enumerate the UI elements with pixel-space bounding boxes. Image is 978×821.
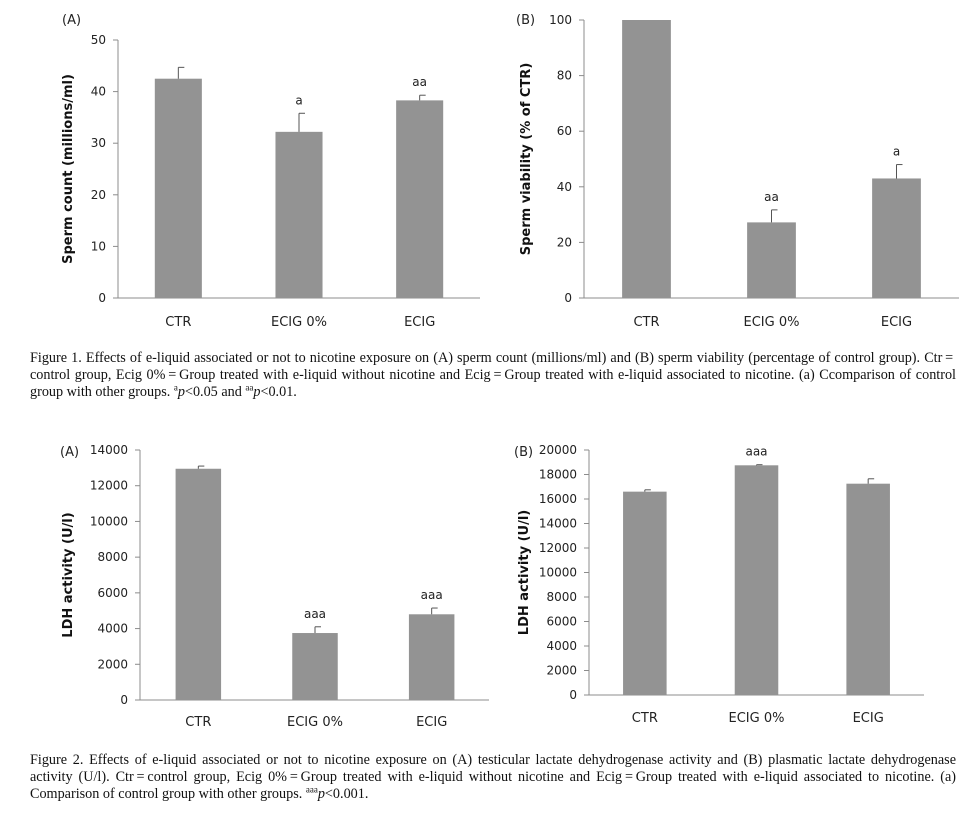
bar — [846, 483, 890, 695]
chart-fig2B: (B) LDH activity (U/l) 0 2000 4000 6000 8000 10… — [514, 443, 924, 726]
figure-1-caption-label: Figure 1. — [30, 350, 82, 366]
y-tick-label: 20 — [91, 188, 106, 202]
y-tick-label: 60 — [557, 124, 572, 138]
y-axis-title: LDH activity (U/l) — [517, 510, 532, 635]
y-tick-label: 0 — [564, 291, 572, 305]
x-category-label: ECIG 0% — [271, 315, 327, 330]
figure-1-caption-text: Effects of e-liquid associated or not to… — [30, 350, 957, 400]
significance-label: aaa — [304, 607, 326, 621]
bar — [292, 633, 338, 700]
y-tick-label: 16000 — [539, 492, 577, 506]
p-symbol: p — [177, 384, 185, 400]
chart-fig1B: (B) Sperm viability (% of CTR) 0 20 40 60 80 10… — [516, 13, 959, 330]
y-tick-label: 12000 — [539, 541, 577, 555]
x-category-label: ECIG — [404, 315, 435, 330]
panel-label: (A) — [60, 445, 79, 460]
y-tick-label: 4000 — [546, 639, 577, 653]
chart-fig1A: (A) Sperm count (millions/ml) 0 10 20 30 40 50 C… — [61, 13, 480, 330]
panel-label: (A) — [62, 13, 81, 28]
y-tick-label: 30 — [91, 136, 106, 150]
y-tick-label: 18000 — [539, 468, 577, 482]
y-tick-label: 0 — [569, 688, 577, 702]
y-tick-label: 6000 — [546, 615, 577, 629]
y-tick-label: 2000 — [97, 657, 128, 671]
bar — [872, 178, 921, 298]
threshold-text: <0.01. — [260, 384, 297, 400]
figure-2-caption-label: Figure 2. — [30, 752, 84, 768]
bar — [734, 465, 779, 695]
significance-label: aaa — [745, 445, 767, 459]
y-tick-label: 0 — [120, 693, 128, 707]
x-category-label: ECIG — [416, 715, 447, 730]
y-tick-label: 10000 — [90, 514, 128, 528]
p-symbol: p — [317, 786, 325, 802]
threshold-text: <0.001. — [324, 786, 369, 802]
y-tick-label: 4000 — [97, 622, 128, 636]
significance-sup: aaa — [305, 784, 318, 795]
chart-fig2A: (A) LDH activity (U/l) 0 2000 4000 6000 8000 10… — [60, 443, 489, 730]
y-tick-label: 0 — [98, 291, 106, 305]
bar — [154, 78, 202, 298]
figure-2-caption-text: Effects of e-liquid associated or not to… — [30, 752, 957, 802]
p-symbol: p — [253, 384, 261, 400]
significance-sup: aa — [245, 382, 254, 393]
panel-label: (B) — [514, 445, 533, 460]
y-tick-label: 2000 — [546, 664, 577, 678]
bar — [275, 131, 323, 298]
y-tick-label: 100 — [549, 13, 572, 27]
significance-label: aaa — [421, 588, 443, 602]
bar — [175, 468, 222, 700]
significance-sup: a — [173, 382, 178, 393]
figure-2-caption: Figure 2. Effects of e-liquid associated… — [30, 752, 956, 803]
bar — [623, 491, 667, 695]
x-category-label: ECIG — [853, 711, 884, 726]
x-category-label: CTR — [632, 711, 658, 726]
y-tick-label: 12000 — [90, 479, 128, 493]
bar — [622, 20, 671, 298]
y-tick-label: 40 — [91, 85, 106, 99]
figure-1-caption: Figure 1. Effects of e-liquid associated… — [30, 350, 956, 401]
threshold-text: <0.05 and — [184, 384, 242, 400]
bar — [747, 222, 796, 298]
y-tick-label: 8000 — [97, 550, 128, 564]
y-tick-label: 14000 — [539, 517, 577, 531]
figure-2: (A) LDH activity (U/l) 0 2000 4000 6000 8000 10… — [0, 430, 978, 821]
y-tick-label: 20 — [557, 235, 572, 249]
x-category-label: ECIG 0% — [729, 711, 785, 726]
x-category-label: CTR — [165, 315, 191, 330]
bar — [396, 100, 444, 298]
y-tick-label: 6000 — [97, 586, 128, 600]
y-tick-label: 8000 — [546, 590, 577, 604]
y-axis-title: Sperm viability (% of CTR) — [519, 63, 534, 256]
significance-label: a — [893, 145, 900, 159]
x-category-label: ECIG 0% — [744, 315, 800, 330]
y-tick-label: 20000 — [539, 443, 577, 457]
y-tick-label: 14000 — [90, 443, 128, 457]
significance-label: aa — [764, 190, 779, 204]
x-category-label: ECIG 0% — [287, 715, 343, 730]
x-category-label: ECIG — [881, 315, 912, 330]
y-tick-label: 10 — [91, 239, 106, 253]
y-tick-label: 50 — [91, 33, 106, 47]
significance-label: a — [295, 93, 302, 107]
y-tick-label: 40 — [557, 180, 572, 194]
bar — [408, 614, 455, 700]
y-axis-title: Sperm count (millions/ml) — [61, 74, 76, 264]
y-tick-label: 10000 — [539, 566, 577, 580]
figure-1: (A) Sperm count (millions/ml) 0 10 20 30 40 50 C… — [0, 0, 978, 410]
y-axis-title: LDH activity (U/l) — [61, 512, 76, 637]
panel-label: (B) — [516, 13, 535, 28]
significance-label: aa — [412, 75, 427, 89]
x-category-label: CTR — [633, 315, 659, 330]
y-tick-label: 80 — [557, 69, 572, 83]
x-category-label: CTR — [185, 715, 211, 730]
